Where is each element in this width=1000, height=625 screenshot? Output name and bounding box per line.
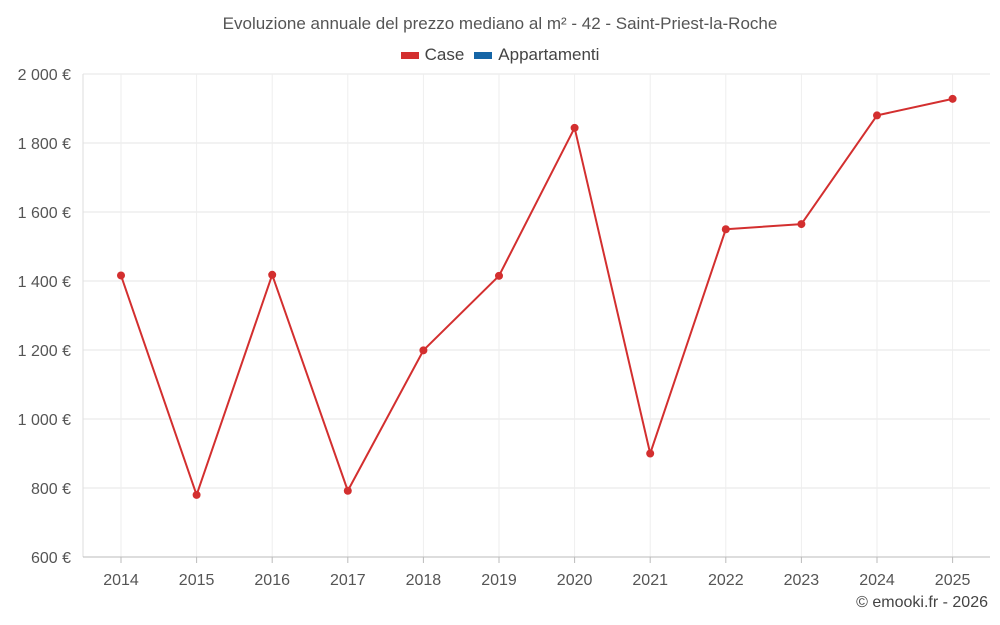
data-point — [343, 486, 352, 495]
x-tick-label: 2023 — [784, 572, 820, 589]
y-tick-label: 2 000 € — [18, 67, 71, 84]
legend-item-appartamenti[interactable]: Appartamenti — [474, 45, 599, 65]
x-tick-label: 2022 — [708, 572, 744, 589]
data-point — [948, 94, 957, 103]
data-point — [797, 220, 806, 229]
x-tick-label: 2014 — [103, 572, 139, 589]
legend: Case Appartamenti — [0, 45, 1000, 65]
grid — [83, 73, 990, 558]
data-point — [873, 111, 881, 120]
axes: 600 € 800 € 1 000 € 1 200 € 1 400 € 1 600 € 1 … — [18, 67, 990, 589]
x-tick-label: 2015 — [179, 572, 215, 589]
x-tick-label: 2018 — [406, 572, 442, 589]
data-point — [721, 225, 730, 234]
x-tick-label: 2021 — [632, 572, 668, 589]
y-tick-label: 1 600 € — [18, 205, 71, 222]
y-tick-label: 1 200 € — [18, 343, 71, 360]
legend-item-case[interactable]: Case — [400, 45, 465, 65]
y-tick-label: 600 € — [31, 550, 71, 567]
y-tick-label: 1 400 € — [18, 274, 71, 291]
data-point — [570, 123, 579, 132]
x-tick-label: 2020 — [557, 572, 593, 589]
data-point — [268, 270, 277, 279]
series — [117, 94, 957, 499]
legend-swatch-case — [400, 51, 419, 59]
y-tick-label: 800 € — [31, 481, 71, 498]
data-point — [117, 271, 125, 280]
series-line-case — [120, 97, 953, 496]
data-point — [419, 346, 428, 355]
legend-swatch-appartamenti — [474, 51, 493, 59]
credit-text: © emooki.fr - 2026 — [856, 594, 988, 611]
x-tick-label: 2016 — [254, 572, 290, 589]
data-point — [495, 271, 503, 280]
x-tick-label: 2017 — [330, 572, 366, 589]
x-tick-label: 2019 — [481, 572, 517, 589]
data-point — [192, 490, 201, 499]
x-tick-label: 2025 — [935, 572, 971, 589]
legend-label-case: Case — [424, 45, 465, 64]
data-point — [646, 449, 655, 458]
chart-title: Evoluzione annuale del prezzo mediano al… — [222, 14, 778, 33]
legend-label-appartamenti: Appartamenti — [498, 45, 600, 64]
y-tick-label: 1 800 € — [18, 136, 71, 153]
y-tick-label: 1 000 € — [18, 412, 71, 429]
x-tick-label: 2024 — [859, 572, 895, 589]
